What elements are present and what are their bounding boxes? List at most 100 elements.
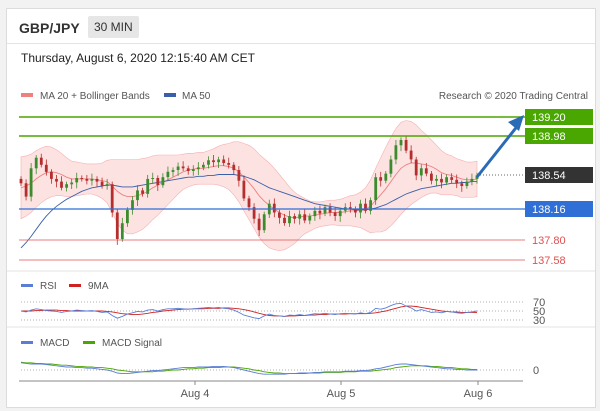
candle-body [55,178,58,182]
candle-body [44,164,48,172]
candle-body [151,178,155,179]
candle-body [424,168,428,174]
price-tag-r1 [525,128,593,144]
candle-body [85,178,89,181]
candle-body [318,210,322,214]
candle-body [313,210,317,217]
price-label-s3: 137.58 [532,255,566,267]
candle-body [232,164,236,171]
candle-body [120,223,124,240]
chart-header: GBP/JPY 30 MIN [7,9,595,44]
candle-body [379,177,383,181]
candle-body [440,178,443,183]
candle-body [430,173,433,181]
legend-bollinger-label: MA 20 + Bollinger Bands [40,91,150,102]
price-label-r2: 139.20 [532,112,566,124]
candle-body [227,163,231,165]
candle-body [60,181,63,188]
candle-body [399,140,403,146]
candle-body [348,207,352,209]
candle-body [450,177,454,180]
legend-bollinger-swatch [21,93,33,97]
candle-body [126,209,129,224]
rsi-panel: RSI 9MA 70 50 30 [20,281,545,327]
candle-body [115,212,119,239]
candle-body [288,216,291,224]
candle-body [338,210,342,217]
candle-body [419,168,423,176]
candle-body [328,207,332,213]
candle-body [394,145,398,160]
price-tag-s1 [525,201,593,217]
candle-body [105,184,109,186]
candle-body [202,164,205,168]
projection-arrow [475,115,524,178]
candle-body [272,203,276,213]
candle-body [242,180,246,199]
candle-body [90,178,94,181]
legend-ma50-label: MA 50 [182,91,211,102]
rsi-tick-70: 70 [533,297,545,309]
candle-body [445,177,448,183]
candle-body [262,214,266,231]
candle-body [364,203,367,211]
rsi-tick-50: 50 [533,306,545,318]
candle-body [404,140,408,151]
candle-body [34,157,38,169]
macd-tick-zero: 0 [533,365,539,377]
candle-body [176,166,180,170]
candle-body [389,159,393,174]
candle-body [186,168,190,171]
candle-body [435,178,438,181]
macd-panel: MACD MACD Signal 0 [20,338,539,377]
candle-body [19,178,23,184]
legend-macd-label: MACD [40,338,69,349]
price-tag-current [525,167,593,183]
candle-body [333,212,337,216]
candle-body [161,177,165,186]
chart-svg: MA 20 + Bollinger Bands MA 50 Research ©… [7,91,595,400]
x-tick-aug5: Aug 5 [327,388,356,400]
candle-body [409,150,413,160]
price-label-current: 138.54 [532,170,566,182]
rsi-line [20,302,478,320]
price-label-r1: 138.98 [532,131,566,143]
candle-body [222,159,226,163]
candle-body [384,173,388,181]
candle-body [414,159,418,176]
candle-body [171,170,175,172]
timeframe-button[interactable]: 30 MIN [88,16,139,38]
candle-body [80,178,84,179]
price-label-s2: 137.80 [532,235,566,247]
candle-body [191,169,195,171]
currency-pair: GBP/JPY [19,20,80,36]
candle-body [212,160,215,163]
candle-body [146,178,150,194]
candle-body [247,198,251,208]
candle-body [359,203,362,213]
price-panel: 139.20 138.98 138.54 138.16 137.80 137.5… [19,109,593,267]
candle-body [65,184,68,188]
x-tick-aug6: Aug 6 [464,388,493,400]
candle-body [75,178,79,183]
candle-body [354,209,357,213]
credit-text: Research © 2020 Trading Central [439,91,588,102]
candle-body [24,183,28,197]
candle-body [369,200,372,211]
candle-body [460,183,464,186]
legend-rsi-swatch [21,284,33,287]
candle-body [283,217,286,224]
candle-body [207,160,210,165]
legend-rsi-ma-swatch [69,284,81,287]
price-label-s1: 138.16 [532,204,566,216]
chart-widget: GBP/JPY 30 MIN Thursday, August 6, 2020 … [6,8,596,408]
candle-body [196,167,200,170]
candle-body [166,171,170,178]
candle-body [50,171,53,179]
legend-macd-signal-swatch [83,341,95,344]
rsi-tick-30: 30 [533,315,545,327]
candle-body [455,179,459,184]
candle-body [181,166,185,169]
candles [19,136,479,245]
candle-body [470,178,474,182]
